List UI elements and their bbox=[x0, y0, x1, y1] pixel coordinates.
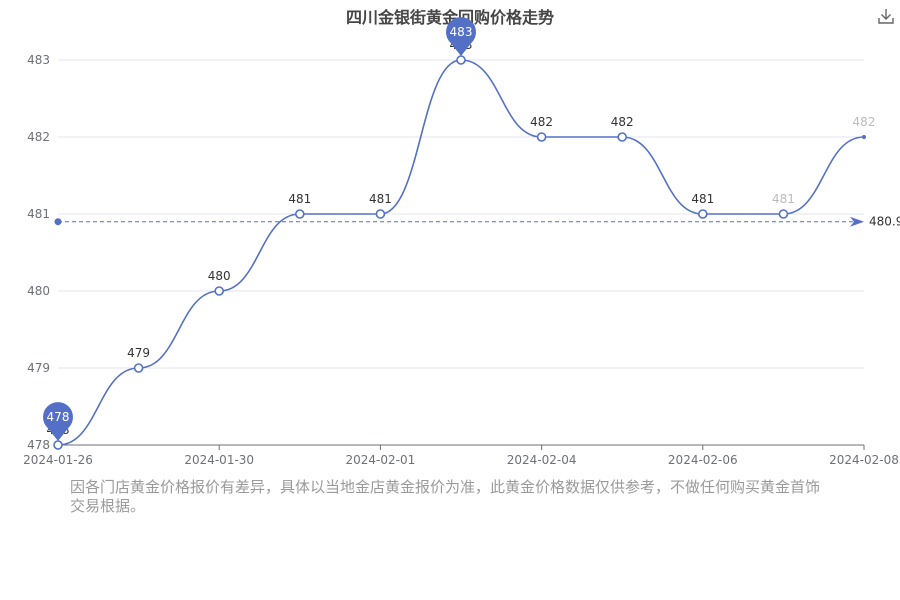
data-point bbox=[536, 132, 547, 142]
chart-title: 四川金银街黄金回购价格走势 bbox=[345, 8, 554, 27]
average-mark-line-label: 480.9 bbox=[869, 215, 900, 229]
x-tick-label: 2024-02-04 bbox=[507, 453, 577, 467]
data-point bbox=[294, 209, 305, 219]
x-tick-label: 2024-01-30 bbox=[184, 453, 254, 467]
download-icon bbox=[878, 9, 894, 24]
data-point bbox=[53, 440, 63, 450]
x-tick-label: 2024-02-06 bbox=[668, 453, 738, 467]
data-label: 481 bbox=[288, 192, 311, 206]
x-tick-label: 2024-02-08 bbox=[829, 453, 899, 467]
disclaimer-text: 因各门店黄金价格报价有差异，具体以当地金店黄金报价为准，此黄金价格数据仅供参考，… bbox=[70, 478, 821, 515]
y-tick-label: 483 bbox=[27, 53, 50, 67]
data-point bbox=[133, 363, 144, 373]
data-label: 481 bbox=[369, 192, 392, 206]
y-tick-label: 480 bbox=[27, 284, 50, 298]
data-point bbox=[617, 132, 628, 142]
line-chart: 478 479 480 481 482 483 2024-01-26 2024-01-30 20… bbox=[23, 17, 900, 467]
data-point bbox=[778, 209, 789, 219]
data-point bbox=[214, 286, 224, 296]
series-line bbox=[57, 59, 865, 446]
min-mark-point-pin bbox=[43, 402, 73, 441]
data-label: 481 bbox=[691, 192, 714, 206]
y-tick-label: 479 bbox=[27, 361, 50, 375]
y-tick-label: 478 bbox=[27, 438, 50, 452]
data-label: 480 bbox=[208, 269, 231, 283]
data-point bbox=[697, 209, 708, 219]
data-point bbox=[456, 55, 466, 65]
data-label: 481 bbox=[772, 192, 795, 206]
x-tick-label: 2024-02-01 bbox=[346, 453, 416, 467]
y-tick-label: 481 bbox=[27, 207, 50, 221]
data-label: 479 bbox=[127, 346, 150, 360]
data-point bbox=[862, 135, 866, 139]
data-label: 482 bbox=[530, 115, 553, 129]
average-mark-line-arrow bbox=[850, 216, 864, 227]
data-point bbox=[375, 209, 386, 219]
data-label: 482 bbox=[853, 115, 876, 129]
average-mark-line-start bbox=[54, 218, 62, 226]
max-mark-point-pin bbox=[445, 17, 476, 56]
max-mark-point-label: 483 bbox=[450, 25, 473, 39]
y-tick-label: 482 bbox=[27, 130, 50, 144]
download-button[interactable] bbox=[876, 6, 896, 26]
min-mark-point-label: 478 bbox=[47, 410, 70, 424]
x-tick-label: 2024-01-26 bbox=[23, 453, 93, 467]
data-label: 482 bbox=[611, 115, 634, 129]
